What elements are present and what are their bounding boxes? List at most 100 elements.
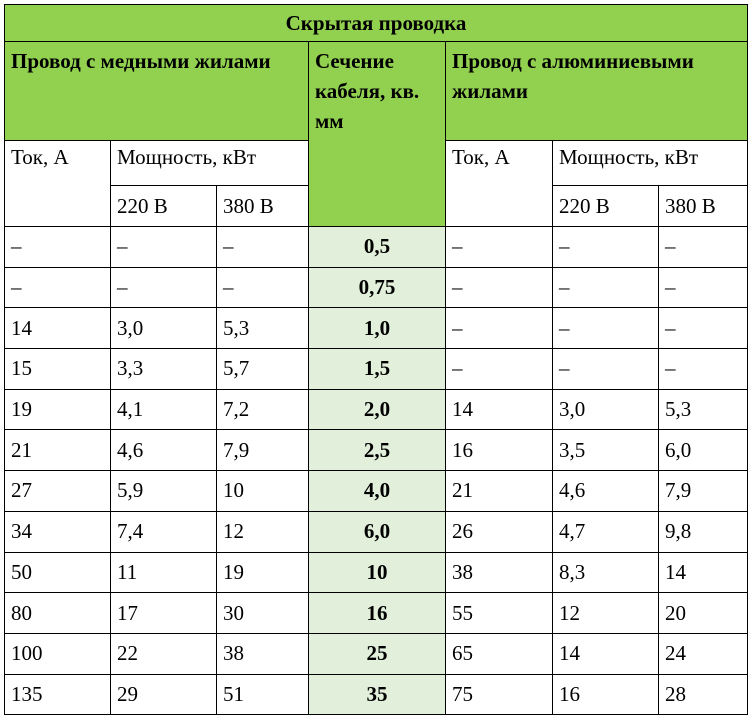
copper-220v-cell: – xyxy=(110,266,217,309)
aluminum-current-cell: 38 xyxy=(445,551,553,594)
section-cell: 0,5 xyxy=(308,226,446,268)
copper-current-cell: 14 xyxy=(4,307,111,350)
aluminum-220v-cell: 8,3 xyxy=(552,551,659,594)
copper-220v-cell: 11 xyxy=(110,551,217,594)
aluminum-220v-cell: 16 xyxy=(552,673,659,715)
copper-380v-cell: 7,9 xyxy=(216,429,309,472)
copper-380v-header: 380 В xyxy=(216,185,309,227)
section-cell: 0,75 xyxy=(308,266,446,309)
copper-current-cell: 135 xyxy=(4,673,111,715)
aluminum-220v-cell: 14 xyxy=(552,632,659,675)
copper-380v-cell: 38 xyxy=(216,632,309,675)
aluminum-current-cell: 65 xyxy=(445,632,553,675)
aluminum-current-cell: 26 xyxy=(445,510,553,553)
section-cell: 10 xyxy=(308,551,446,594)
aluminum-current-cell: 21 xyxy=(445,470,553,512)
aluminum-current-cell: – xyxy=(445,266,553,309)
aluminum-220v-cell: 4,7 xyxy=(552,510,659,553)
copper-current-cell: 27 xyxy=(4,470,111,512)
aluminum-380v-header: 380 В xyxy=(657,185,749,227)
aluminum-current-cell: 14 xyxy=(445,388,553,431)
aluminum-header: Провод с алюминиевыми жилами xyxy=(444,41,749,141)
table-row: 21 4,6 7,9 2,5 16 3,5 6,0 xyxy=(4,429,749,472)
table-row: 14 3,0 5,3 1,0– – – xyxy=(4,307,749,350)
copper-220v-cell: 4,1 xyxy=(110,388,217,431)
aluminum-220v-cell: 12 xyxy=(552,592,659,634)
copper-current-cell: 100 xyxy=(4,632,111,675)
aluminum-380v-cell: – xyxy=(657,307,749,350)
table-row: 19 4,1 7,2 2,0 14 3,0 5,3 xyxy=(4,388,749,431)
copper-current-cell: 50 xyxy=(4,551,111,594)
section-cell: 2,5 xyxy=(308,429,446,472)
aluminum-220v-cell: 4,6 xyxy=(552,470,659,512)
section-cell: 35 xyxy=(308,673,446,715)
table-body: Скрытая проводка Провод с медными жилами… xyxy=(3,4,749,715)
copper-current-cell: 21 xyxy=(4,429,111,472)
aluminum-current-cell: – xyxy=(445,348,553,390)
aluminum-380v-cell: 9,8 xyxy=(657,510,749,553)
copper-380v-cell: 10 xyxy=(216,470,309,512)
copper-220v-cell: 7,4 xyxy=(110,510,217,553)
copper-220v-cell: 5,9 xyxy=(110,470,217,512)
table-row: 15 3,3 5,7 1,5– – – xyxy=(4,348,749,390)
aluminum-220v-header: 220 В xyxy=(552,185,659,227)
copper-220v-cell: 4,6 xyxy=(110,429,217,472)
copper-220v-cell: 22 xyxy=(110,632,217,675)
table-title: Скрытая проводка xyxy=(3,4,749,42)
copper-current-cell: 80 xyxy=(4,592,111,634)
aluminum-380v-cell: – xyxy=(657,266,749,309)
copper-380v-cell: – xyxy=(216,266,309,309)
aluminum-380v-cell: 7,9 xyxy=(657,470,749,512)
copper-current-cell: – xyxy=(4,226,111,268)
table-row: 135 29 51 35 75 16 28 xyxy=(4,673,749,715)
aluminum-380v-cell: – xyxy=(657,226,749,268)
copper-220v-cell: 3,3 xyxy=(110,348,217,390)
aluminum-380v-cell: 20 xyxy=(657,592,749,634)
section-cell: 4,0 xyxy=(308,470,446,512)
section-cell: 25 xyxy=(308,632,446,675)
copper-power-header: Мощность, кВт xyxy=(110,140,309,186)
copper-current-cell: 19 xyxy=(4,388,111,431)
aluminum-current-cell: – xyxy=(445,307,553,350)
copper-220v-header: 220 В xyxy=(110,185,217,227)
table-row: 80 17 30 16 55 12 20 xyxy=(4,592,749,634)
aluminum-220v-cell: – xyxy=(552,348,659,390)
copper-current-cell: – xyxy=(4,266,111,309)
section-header: Сечение кабеля, кв. мм xyxy=(308,41,446,227)
copper-380v-cell: 51 xyxy=(216,673,309,715)
copper-header: Провод с медными жилами xyxy=(4,41,309,141)
aluminum-380v-cell: 6,0 xyxy=(657,429,749,472)
aluminum-current-cell: – xyxy=(445,226,553,268)
copper-380v-cell: 5,7 xyxy=(216,348,309,390)
aluminum-current-cell: 75 xyxy=(445,673,553,715)
aluminum-220v-cell: 3,5 xyxy=(552,429,659,472)
aluminum-current-cell: 55 xyxy=(445,592,553,634)
copper-current-cell: 15 xyxy=(4,348,111,390)
copper-380v-cell: 7,2 xyxy=(216,388,309,431)
copper-220v-cell: – xyxy=(110,226,217,268)
aluminum-380v-cell: 14 xyxy=(657,551,749,594)
wiring-table: Скрытая проводка Провод с медными жилами… xyxy=(3,4,749,715)
section-cell: 2,0 xyxy=(308,388,446,431)
table-row: 27 5,9 10 4,0 21 4,6 7,9 xyxy=(4,470,749,512)
section-cell: 6,0 xyxy=(308,510,446,553)
table-row: 34 7,4 12 6,0 26 4,7 9,8 xyxy=(4,510,749,553)
copper-220v-cell: 17 xyxy=(110,592,217,634)
section-cell: 1,5 xyxy=(308,348,446,390)
aluminum-220v-cell: – xyxy=(552,266,659,309)
copper-220v-cell: 3,0 xyxy=(110,307,217,350)
table-row: – – –0,75– – – xyxy=(4,266,749,309)
aluminum-220v-cell: 3,0 xyxy=(552,388,659,431)
copper-380v-cell: 12 xyxy=(216,510,309,553)
aluminum-220v-cell: – xyxy=(552,307,659,350)
aluminum-380v-cell: 28 xyxy=(657,673,749,715)
copper-220v-cell: 29 xyxy=(110,673,217,715)
aluminum-power-header: Мощность, кВт xyxy=(551,140,749,186)
table-row: 100 22 38 25 65 14 24 xyxy=(4,632,749,675)
aluminum-220v-cell: – xyxy=(552,226,659,268)
copper-380v-cell: 19 xyxy=(216,551,309,594)
copper-current-header: Ток, А xyxy=(4,140,111,227)
aluminum-current-header: Ток, А xyxy=(445,140,553,227)
table-row: 50 11 19 10 38 8,3 14 xyxy=(4,551,749,594)
table-row: – – –0,5– – – xyxy=(4,226,749,268)
